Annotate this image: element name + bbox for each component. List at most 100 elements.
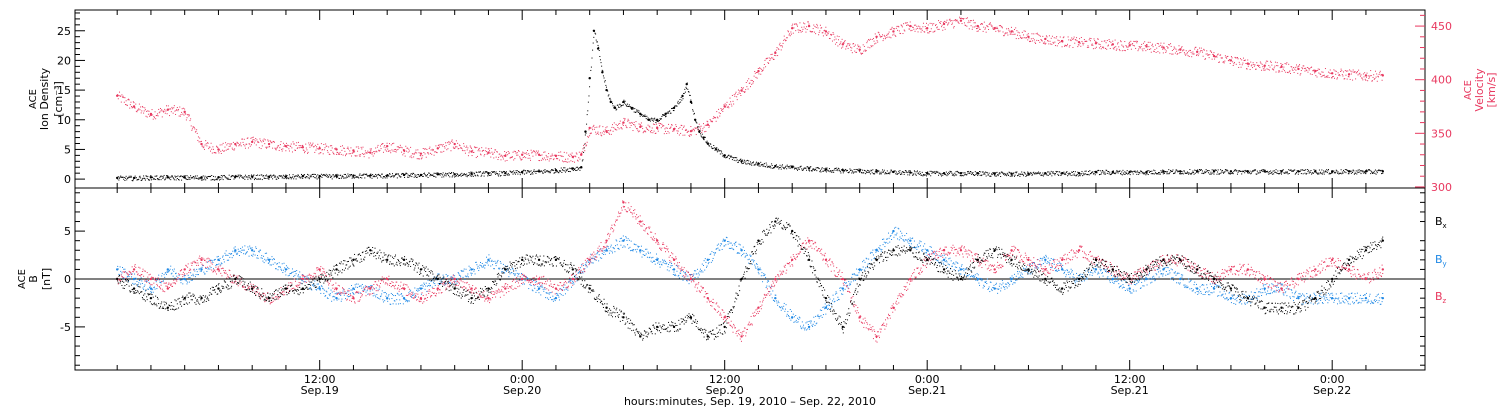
by-series-sample — [270, 258, 272, 260]
velocity-series-sample — [258, 142, 260, 144]
velocity-series-sample — [1337, 72, 1339, 74]
velocity-series-sample — [168, 108, 170, 110]
velocity-series-sample — [1273, 69, 1275, 71]
density-series-sample — [292, 174, 294, 176]
density-series-sample — [1377, 170, 1379, 172]
density-series-sample — [1274, 171, 1276, 173]
velocity-series-sample — [569, 155, 571, 157]
velocity-series-sample — [818, 31, 820, 33]
velocity-series-sample — [425, 148, 427, 150]
velocity-series-sample — [1294, 68, 1296, 70]
density-series-sample — [1145, 172, 1147, 174]
velocity-series-sample — [338, 153, 340, 155]
density-series-sample — [874, 173, 876, 175]
density-series-sample — [206, 176, 208, 178]
density-series-sample — [159, 175, 161, 177]
velocity-series-sample — [205, 143, 207, 145]
density-series-sample — [1227, 170, 1229, 172]
velocity-series-sample — [839, 44, 841, 46]
by-series-sample — [185, 279, 187, 281]
velocity-series-sample — [889, 36, 891, 38]
velocity-series-point — [605, 129, 608, 133]
density-series-sample — [911, 172, 913, 174]
density-series-sample — [878, 173, 880, 175]
density-series-sample — [817, 167, 819, 169]
by-series-sample — [243, 249, 245, 251]
density-series-sample — [730, 155, 732, 157]
density-series-sample — [1206, 170, 1208, 172]
density-series-sample — [278, 175, 280, 177]
density-series-sample — [214, 176, 216, 178]
density-series-sample — [708, 145, 710, 147]
density-series-sample — [295, 178, 297, 180]
velocity-series-sample — [1299, 74, 1301, 76]
density-series-sample — [492, 171, 494, 173]
by-series-sample — [205, 267, 207, 269]
velocity-series-sample — [134, 107, 136, 109]
density-series-sample — [1061, 172, 1063, 174]
velocity-series-sample — [970, 25, 972, 27]
density-series-sample — [399, 175, 401, 177]
velocity-series-sample — [361, 153, 363, 155]
velocity-series-sample — [647, 124, 649, 126]
velocity-series-sample — [651, 127, 653, 129]
density-series-sample — [908, 170, 910, 172]
density-series-sample — [238, 177, 240, 179]
density-series-sample — [1186, 171, 1188, 173]
velocity-series-sample — [388, 143, 390, 145]
density-series-sample — [1267, 172, 1269, 174]
velocity-series-sample — [514, 158, 516, 160]
velocity-series-sample — [195, 130, 197, 132]
velocity-series-sample — [274, 147, 276, 149]
by-series-sample — [197, 274, 199, 276]
velocity-series-sample — [204, 144, 206, 146]
velocity-series-sample — [698, 123, 700, 125]
velocity-series-sample — [1170, 43, 1172, 45]
velocity-series-sample — [1233, 63, 1235, 65]
density-series-sample — [595, 39, 597, 41]
density-series-sample — [1253, 169, 1255, 171]
density-series-sample — [1043, 174, 1045, 176]
velocity-series-sample — [660, 127, 662, 129]
velocity-series-sample — [1215, 56, 1217, 58]
density-series-sample — [208, 176, 210, 178]
velocity-series-sample — [441, 151, 443, 153]
velocity-series-sample — [624, 119, 626, 121]
velocity-series-sample — [427, 152, 429, 154]
density-series-sample — [1124, 171, 1126, 173]
velocity-series-sample — [868, 39, 870, 41]
velocity-series-sample — [971, 20, 973, 22]
density-series-sample — [238, 175, 240, 177]
density-series-sample — [449, 173, 451, 175]
velocity-series-sample — [398, 147, 400, 149]
density-series-sample — [686, 82, 688, 84]
velocity-series-sample — [957, 21, 959, 23]
velocity-series-sample — [341, 145, 343, 147]
density-series-sample — [565, 169, 567, 171]
velocity-series-sample — [1356, 71, 1358, 73]
density-series-sample — [1347, 170, 1349, 172]
velocity-series-sample — [1130, 48, 1132, 50]
density-series-sample — [631, 108, 633, 110]
by-series-sample — [124, 268, 126, 270]
density-series-sample — [331, 178, 333, 180]
density-series-sample — [971, 173, 973, 175]
density-series-sample — [1041, 174, 1043, 176]
density-series-sample — [1095, 171, 1097, 173]
velocity-series-sample — [1165, 51, 1167, 53]
density-series-sample — [239, 174, 241, 176]
density-series-sample — [889, 171, 891, 173]
velocity-series-sample — [211, 148, 213, 150]
velocity-series-sample — [907, 24, 909, 26]
velocity-series-sample — [1202, 55, 1204, 57]
density-series-sample — [834, 167, 836, 169]
velocity-series-sample — [1026, 37, 1028, 39]
velocity-series-sample — [1265, 62, 1267, 64]
velocity-series-sample — [370, 148, 372, 150]
density-series-sample — [575, 166, 577, 168]
density-series-sample — [255, 175, 257, 177]
density-series-sample — [1211, 173, 1213, 175]
velocity-series-sample — [245, 143, 247, 145]
velocity-series-sample — [343, 147, 345, 149]
density-series-sample — [369, 175, 371, 177]
